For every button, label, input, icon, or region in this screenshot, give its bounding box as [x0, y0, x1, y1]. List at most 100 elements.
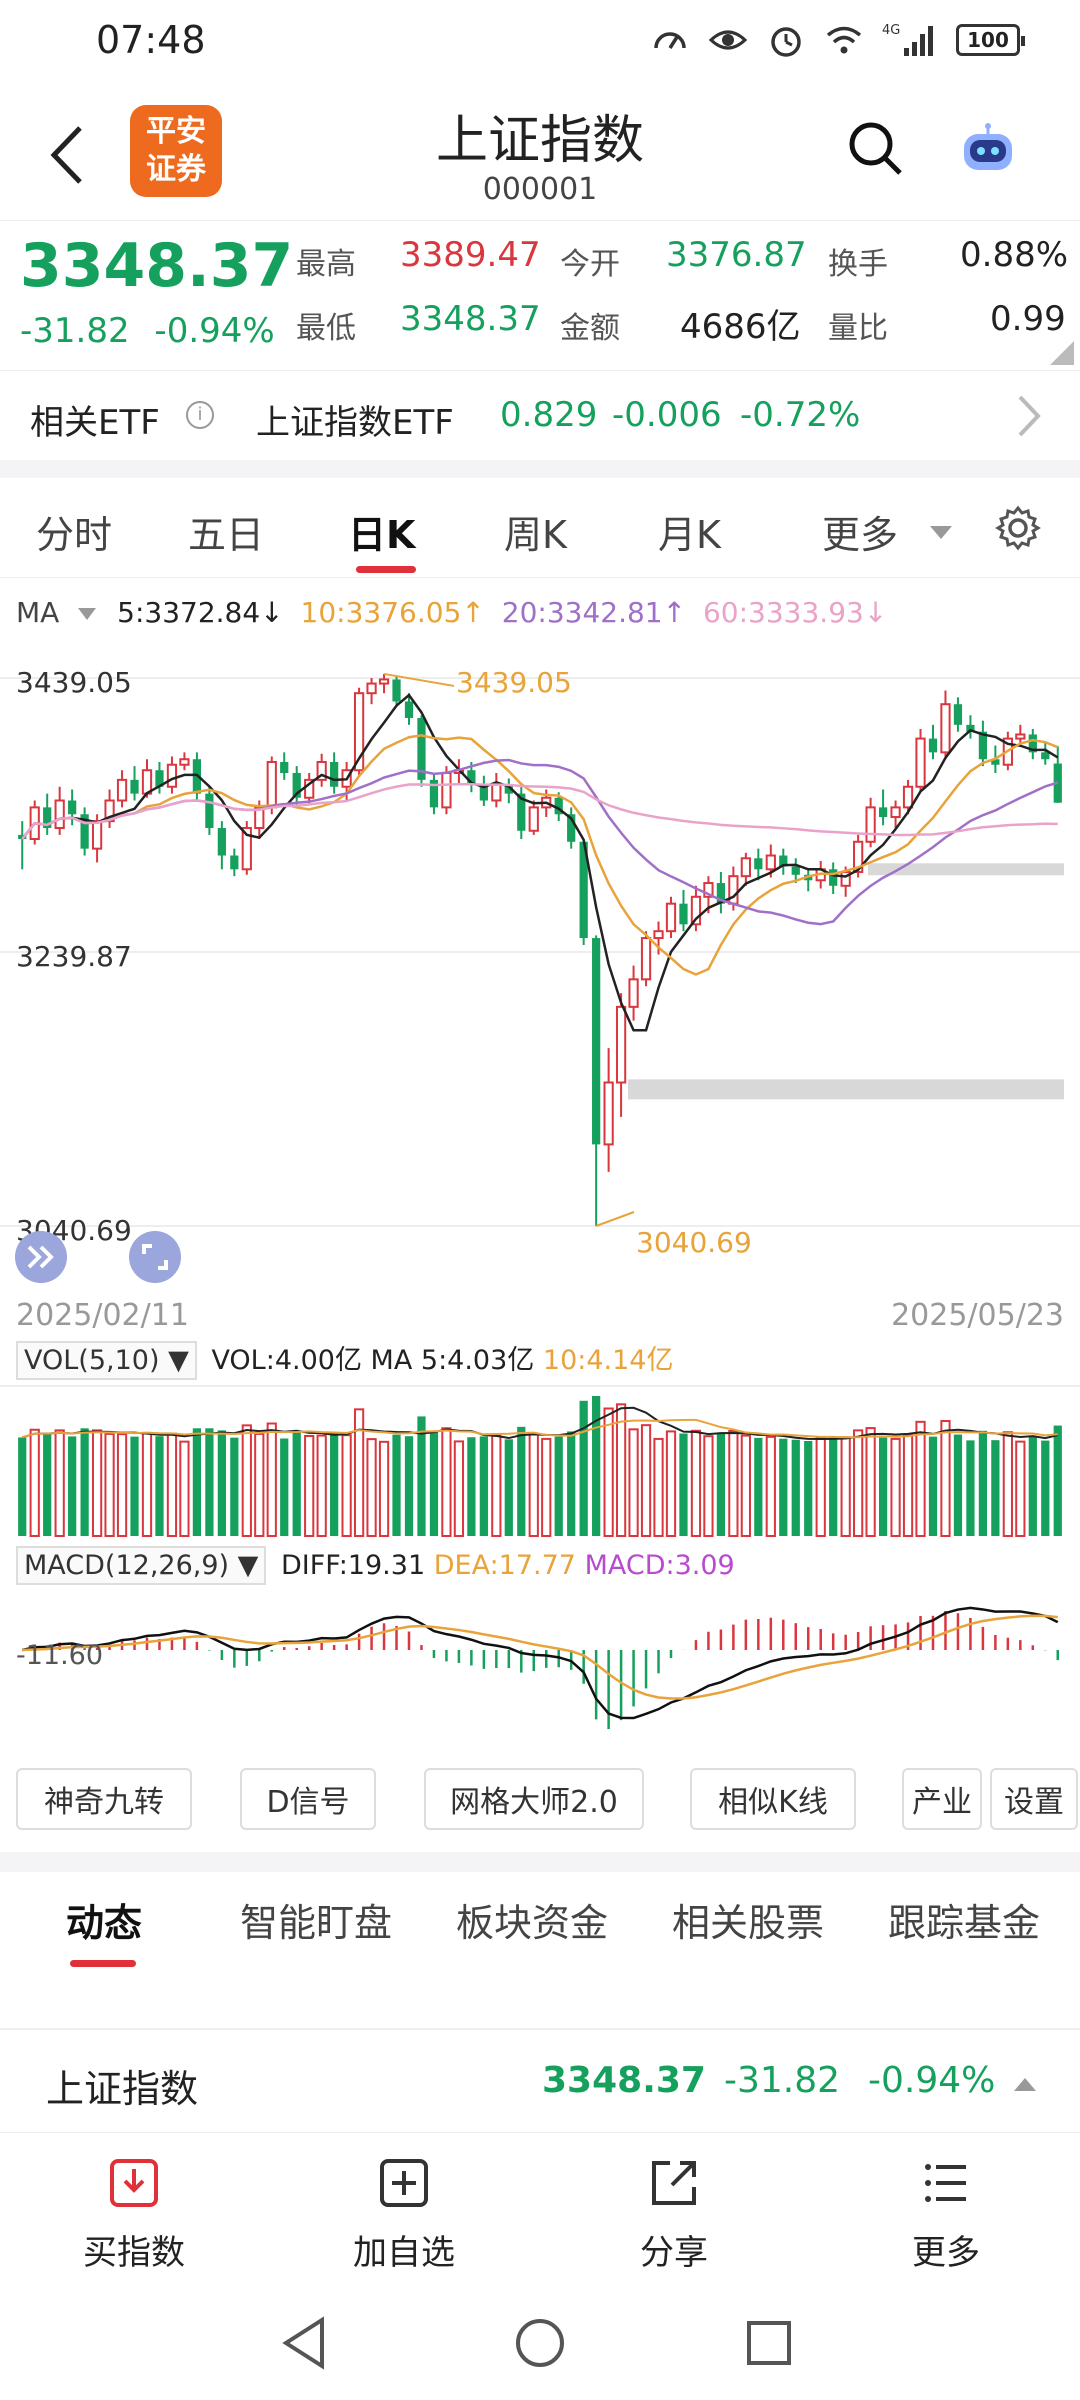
tool-industry[interactable]: 产业 [902, 1768, 982, 1830]
volume-bar [716, 1433, 726, 1536]
fullscreen-icon[interactable] [128, 1230, 182, 1284]
volume-bar [940, 1420, 951, 1537]
ma-legend: MA 5:3372.84↓ 10:3376.05↑ 20:3342.81↑ 60… [16, 596, 895, 629]
price-change: -31.82 -0.94% [20, 311, 275, 351]
nav-home-icon[interactable] [513, 2316, 567, 2370]
svg-text:4G: 4G [882, 23, 900, 38]
macd-indicator-select[interactable]: MACD(12,26,9) ▼ [16, 1546, 267, 1585]
tool-grid-master[interactable]: 网格大师2.0 [424, 1768, 644, 1830]
tab-more[interactable]: 更多 [822, 513, 899, 557]
last-price: 3348.37 [20, 231, 294, 301]
buy-index-button[interactable]: 买指数 [44, 2155, 224, 2274]
add-watchlist-button[interactable]: 加自选 [314, 2155, 494, 2274]
candle-up [615, 1005, 627, 1084]
chevron-right-icon[interactable] [1014, 393, 1044, 439]
status-icons: 4G 100 [650, 16, 1025, 64]
alarm-icon [771, 27, 801, 57]
gear-icon[interactable] [994, 504, 1042, 552]
volume-bar [205, 1428, 214, 1536]
tool-d-signal[interactable]: D信号 [240, 1768, 376, 1830]
logo-line1: 平安 [146, 114, 206, 149]
tab-daily-k[interactable]: 日K [348, 513, 416, 557]
candle-down [679, 903, 688, 925]
volume-bar [18, 1437, 27, 1536]
tool-settings[interactable]: 设置 [990, 1768, 1078, 1830]
ma10-line [21, 734, 1059, 976]
candle-down [80, 814, 89, 849]
macd-axis-label: -11.60 [16, 1640, 104, 1671]
volume-bar [703, 1435, 714, 1537]
tab-tracking-funds[interactable]: 跟踪基金 [888, 1901, 1041, 1945]
quote-panel: 3348.37 -31.82 -0.94% 最高 3389.47 最低 3348… [0, 220, 1080, 370]
nav-back-icon[interactable] [280, 2316, 330, 2370]
kline-chart-area[interactable]: MA 5:3372.84↓ 10:3376.05↑ 20:3342.81↑ 60… [0, 580, 1080, 1780]
tab-news[interactable]: 动态 [66, 1901, 143, 1945]
volume-bar [192, 1428, 202, 1536]
related-etf-label: 相关ETF [30, 403, 160, 443]
nav-recents-icon[interactable] [744, 2318, 794, 2368]
fast-forward-icon[interactable] [14, 1230, 68, 1284]
candle-down [1041, 752, 1050, 760]
share-icon [652, 2161, 696, 2205]
tab-intraday[interactable]: 分时 [36, 513, 113, 557]
open-label: 今开 [560, 247, 620, 282]
tab-related-stocks[interactable]: 相关股票 [672, 1901, 825, 1945]
signal-icon: 4G [882, 23, 933, 56]
macd-dea: DEA:17.77 [433, 1550, 576, 1581]
volume-bar [865, 1427, 876, 1537]
volume-bar [54, 1429, 65, 1537]
volume-bar [1053, 1425, 1062, 1536]
caret-down-icon[interactable] [76, 606, 98, 622]
related-etf-bar[interactable]: 相关ETF i 上证指数ETF 0.829 -0.006 -0.72% [0, 370, 1080, 460]
high-marker-line [383, 672, 455, 687]
candle-down [779, 855, 788, 867]
tab-sector-funds[interactable]: 板块资金 [456, 1901, 609, 1945]
volume-bar [1015, 1440, 1026, 1537]
tab-monthly-k[interactable]: 月K [658, 513, 721, 557]
caret-down-icon: ▼ [237, 1550, 259, 1581]
turnover-value: 0.88% [960, 235, 1069, 275]
share-button[interactable]: 分享 [584, 2155, 764, 2274]
share-label: 分享 [640, 2233, 708, 2273]
volume-ma10: 10:4.14亿 [542, 1345, 674, 1376]
candlestick-chart[interactable] [0, 580, 1080, 1780]
tab-smart-watch[interactable]: 智能盯盘 [240, 1901, 393, 1945]
more-button[interactable]: 更多 [856, 2155, 1036, 2274]
volume-bar [902, 1433, 914, 1538]
volume-bar [740, 1434, 751, 1537]
volume-bar [330, 1432, 339, 1536]
volume-bar [791, 1439, 800, 1536]
assistant-robot-icon[interactable] [958, 122, 1018, 178]
macd-diff-line [21, 1606, 1059, 1720]
tab-weekly-k[interactable]: 周K [504, 513, 567, 557]
volume-bar [728, 1430, 739, 1537]
volume-bar [653, 1437, 664, 1538]
search-icon[interactable] [845, 118, 905, 178]
high-marker-label: 3439.05 [456, 666, 572, 699]
bottom-change: -31.82 [724, 2060, 841, 2101]
expand-corner-icon[interactable] [1050, 341, 1074, 365]
candle-down [205, 793, 214, 829]
tool-similar-kline[interactable]: 相似K线 [690, 1768, 856, 1830]
support-band [868, 863, 1064, 876]
volume-bar [155, 1436, 164, 1536]
candle-down [429, 779, 439, 808]
volume-bar [815, 1437, 826, 1537]
back-icon[interactable] [40, 120, 100, 190]
candle-down [878, 807, 888, 818]
candle-down [978, 731, 988, 760]
candle-up [1015, 733, 1026, 740]
info-icon[interactable]: i [186, 401, 214, 429]
volume-bar [579, 1400, 588, 1536]
volume-indicator-select[interactable]: VOL(5,10) ▼ [16, 1341, 197, 1380]
candle-up [865, 806, 876, 843]
etf-price: 0.829 [500, 395, 598, 435]
tool-magic-nine[interactable]: 神奇九转 [16, 1768, 192, 1830]
tab-five-day[interactable]: 五日 [188, 513, 265, 557]
caret-up-icon[interactable] [1014, 2078, 1036, 2091]
candle-up [853, 840, 864, 874]
volume-bar [978, 1430, 988, 1536]
bottom-quote-row[interactable]: 上证指数 3348.37 -31.82 -0.94% [0, 2028, 1080, 2132]
volume-bar [779, 1438, 788, 1536]
volume-bar [628, 1428, 639, 1537]
